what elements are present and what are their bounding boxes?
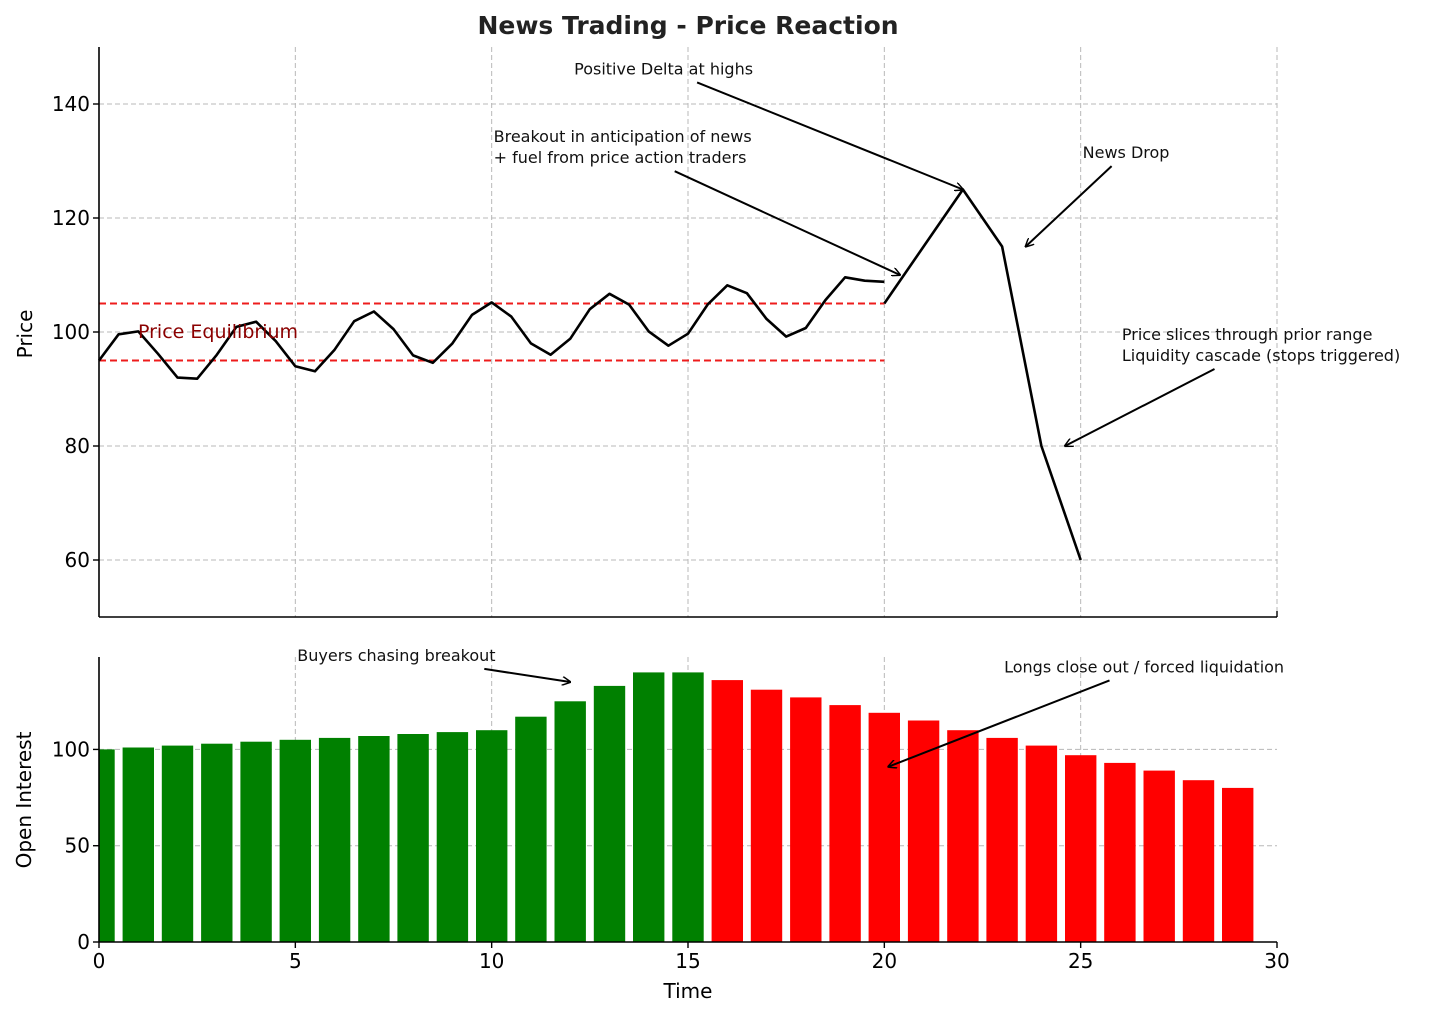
price-y-ticks: 60 80 100 120 140 (52, 92, 99, 572)
oi-bar (1182, 780, 1215, 942)
oi-annotations: Buyers chasing breakout Longs close out /… (297, 646, 1284, 767)
oi-bar (947, 730, 979, 942)
annotation-3: Price slices through prior range Liquidit… (1122, 325, 1400, 365)
price-y-axis-label: Price (13, 310, 37, 359)
annotation-arrow-0 (696, 81, 963, 189)
oi-bar (99, 749, 115, 942)
open-interest-panel: 0 50 100 0 5 10 15 20 25 30 Open Interest Time Bu… (12, 646, 1290, 1003)
annotation-line: Breakout in anticipation of news (494, 127, 752, 146)
annotation-arrow-10 (484, 667, 570, 682)
oi-bar (1104, 762, 1136, 942)
oi-bar (240, 741, 272, 942)
annotation-arrow-2 (1026, 165, 1113, 246)
annotation-line: Liquidity cascade (stops triggered) (1122, 346, 1400, 365)
oi-bar (593, 685, 626, 942)
oi-bar (1065, 755, 1097, 942)
annotation-line: Buyers chasing breakout (297, 646, 495, 665)
annotation-11: Longs close out / forced liquidation (1004, 657, 1284, 676)
annotation-arrow-1 (674, 170, 900, 275)
oi-bar (318, 737, 351, 942)
oi-bar (122, 747, 154, 942)
annotation-arrow-3 (1065, 368, 1215, 446)
annotation-line: News Drop (1083, 143, 1170, 162)
annotation-10: Buyers chasing breakout (297, 646, 495, 665)
annotation-line: Longs close out / forced liquidation (1004, 657, 1284, 676)
oi-bar (358, 736, 390, 942)
price-panel: 60 80 100 120 140 Price Equilibrium Price Po… (13, 47, 1400, 618)
price-ytick-label: 100 (52, 320, 90, 344)
oi-bar (279, 739, 311, 942)
oi-bar (711, 680, 743, 942)
x-tick-label: 0 (93, 949, 106, 973)
oi-y-axis-label: Open Interest (12, 731, 36, 868)
oi-bar (201, 743, 233, 942)
x-axis-label: Time (663, 979, 713, 1003)
price-ytick-label: 60 (65, 548, 90, 572)
price-gridlines (99, 47, 1278, 617)
oi-bar (397, 734, 429, 942)
annotation-0: Positive Delta at highs (574, 59, 753, 78)
oi-bar (1222, 787, 1254, 942)
x-tick-label: 10 (479, 949, 504, 973)
oi-bar (554, 701, 586, 942)
price-line-0 (97, 275, 885, 381)
oi-ytick-label: 100 (52, 737, 90, 761)
oi-bar (436, 732, 469, 942)
price-line-1 (883, 188, 1082, 561)
oi-ticks: 0 50 100 0 5 10 15 20 25 30 (52, 737, 1290, 973)
oi-bar (868, 712, 900, 942)
price-annotations: Positive Delta at highs Breakout in antic… (494, 59, 1400, 446)
oi-bar (829, 705, 861, 942)
oi-bar (161, 745, 194, 942)
price-ytick-label: 140 (52, 92, 90, 116)
oi-bar (790, 697, 822, 942)
annotation-line: + fuel from price action traders (494, 148, 747, 167)
x-tick-label: 20 (872, 949, 897, 973)
price-ytick-label: 120 (52, 206, 90, 230)
oi-bar (515, 716, 547, 942)
x-tick-label: 25 (1068, 949, 1093, 973)
chart-title: News Trading - Price Reaction (477, 11, 898, 40)
oi-bars (99, 672, 1254, 942)
x-tick-label: 15 (675, 949, 700, 973)
oi-ytick-label: 50 (65, 834, 90, 858)
oi-axes (98, 657, 1277, 943)
oi-bar (633, 672, 665, 942)
oi-bar (986, 737, 1018, 942)
price-ytick-label: 80 (65, 434, 90, 458)
equilibrium-label: Price Equilibrium (138, 321, 298, 343)
oi-bar (750, 689, 783, 942)
oi-ytick-label: 0 (77, 930, 90, 954)
oi-bar (1143, 770, 1175, 942)
x-tick-label: 30 (1264, 949, 1289, 973)
annotation-line: Positive Delta at highs (574, 59, 753, 78)
oi-bar (476, 730, 508, 942)
price-axes (98, 47, 1278, 618)
price-series-lines (97, 188, 1082, 561)
annotation-arrow-11 (888, 679, 1110, 766)
x-tick-label: 5 (289, 949, 302, 973)
annotation-1: Breakout in anticipation of news + fuel f… (494, 127, 752, 167)
annotation-2: News Drop (1083, 143, 1170, 162)
annotation-line: Price slices through prior range (1122, 325, 1373, 344)
oi-bar (1025, 745, 1058, 942)
oi-bar (672, 672, 704, 942)
